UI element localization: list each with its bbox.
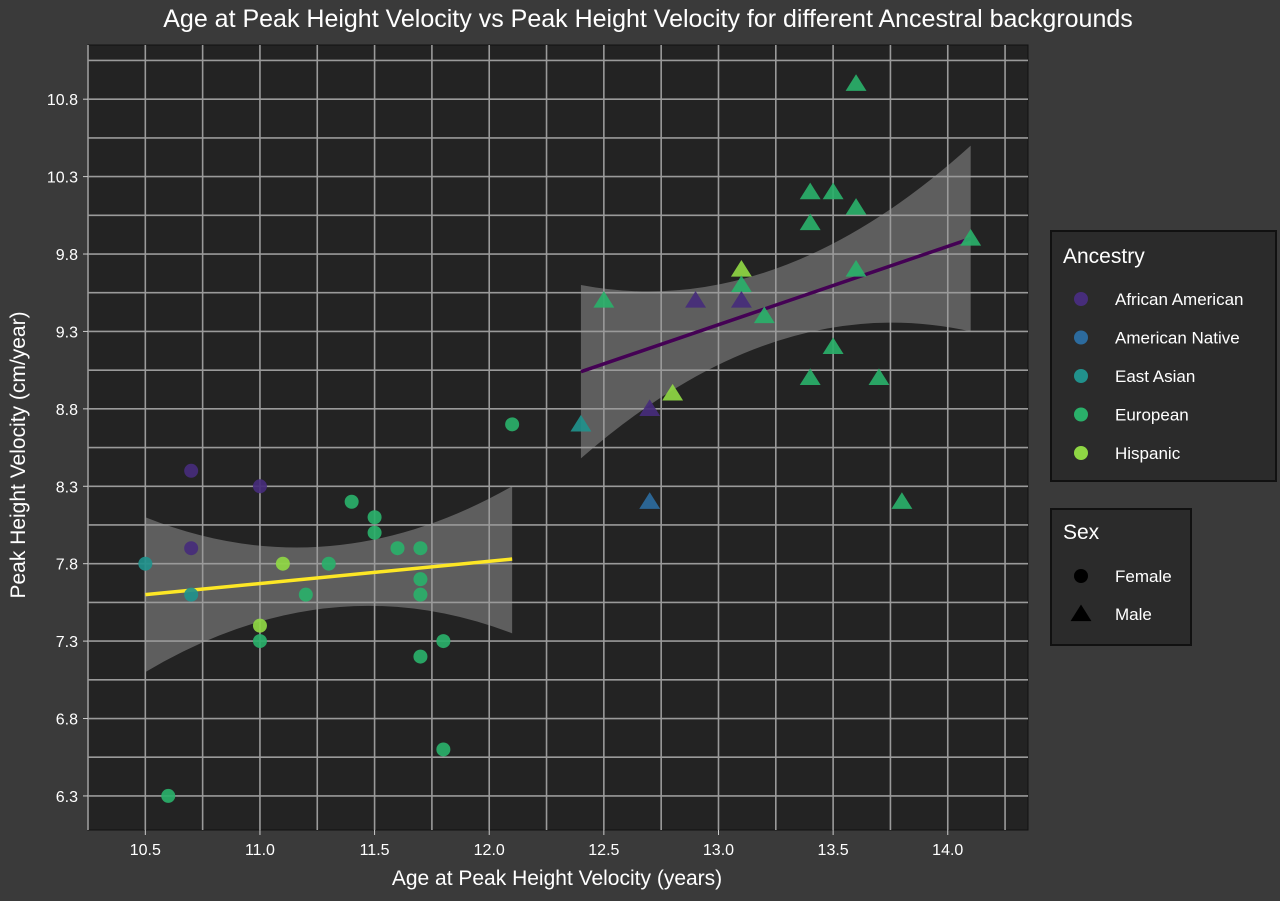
data-point-female bbox=[252, 479, 267, 494]
data-point-male bbox=[799, 368, 821, 386]
legend-label: Female bbox=[1115, 567, 1172, 586]
legend-key-american-native bbox=[1074, 330, 1088, 345]
data-point-male bbox=[639, 399, 661, 416]
x-tick-label: 11.0 bbox=[245, 842, 275, 859]
data-point-female bbox=[436, 742, 451, 757]
x-tick-label: 11.5 bbox=[360, 842, 390, 859]
data-point-female bbox=[252, 634, 267, 649]
data-point-female bbox=[275, 556, 290, 571]
y-tick-label: 9.8 bbox=[56, 247, 78, 264]
data-point-male bbox=[822, 337, 844, 355]
data-point-male bbox=[845, 74, 867, 91]
x-tick-label: 12.0 bbox=[474, 842, 505, 859]
legend-label: Male bbox=[1115, 605, 1152, 624]
chart-title: Age at Peak Height Velocity vs Peak Heig… bbox=[163, 5, 1133, 33]
data-point-male bbox=[868, 368, 890, 386]
data-point-female bbox=[138, 556, 153, 571]
data-point-male bbox=[685, 290, 707, 308]
legend-ancestry-title: Ancestry bbox=[1063, 245, 1145, 268]
plot-panel bbox=[87, 44, 1029, 831]
legend-ancestry: Ancestry African American American Native… bbox=[1050, 230, 1277, 482]
data-point-female bbox=[413, 587, 428, 602]
data-point-male bbox=[845, 260, 867, 277]
x-tick-label: 13.5 bbox=[818, 842, 849, 859]
data-point-female bbox=[252, 618, 267, 633]
x-tick-label: 12.5 bbox=[588, 842, 619, 859]
data-point-male bbox=[799, 182, 821, 200]
legend-key-hispanic bbox=[1074, 446, 1088, 460]
fit-line-male bbox=[580, 236, 972, 374]
data-point-male bbox=[593, 290, 615, 308]
data-point-female bbox=[367, 525, 382, 540]
y-tick-label: 10.3 bbox=[47, 170, 78, 187]
data-point-male bbox=[662, 383, 684, 401]
x-axis-title: Age at Peak Height Velocity (years) bbox=[392, 867, 722, 890]
confidence-ribbon-male bbox=[580, 145, 971, 459]
data-point-female bbox=[505, 417, 520, 432]
data-point-female bbox=[367, 510, 382, 525]
data-point-female bbox=[413, 649, 428, 664]
data-point-male bbox=[891, 492, 913, 509]
y-tick-label: 10.8 bbox=[47, 92, 78, 109]
data-point-female bbox=[298, 587, 313, 602]
legend-key-male bbox=[1070, 604, 1092, 622]
y-tick-label: 6.8 bbox=[56, 712, 78, 729]
legend-label: American Native bbox=[1115, 329, 1240, 348]
legend-label: African American bbox=[1115, 290, 1244, 309]
data-points bbox=[138, 74, 982, 803]
legend-key-european bbox=[1074, 407, 1088, 422]
data-point-male bbox=[730, 290, 752, 308]
legend-sex-items: Female Male bbox=[1070, 567, 1172, 624]
data-point-female bbox=[413, 572, 428, 587]
fit-lines bbox=[145, 236, 972, 597]
data-point-female bbox=[161, 788, 176, 803]
confidence-ribbons bbox=[145, 145, 971, 673]
data-point-female bbox=[184, 463, 199, 478]
legend-key-african-american bbox=[1074, 292, 1088, 306]
data-point-male bbox=[753, 306, 775, 324]
x-tick-label: 13.0 bbox=[703, 842, 734, 859]
x-tick-label: 10.5 bbox=[130, 842, 161, 859]
data-point-male bbox=[960, 229, 982, 246]
data-point-male bbox=[845, 198, 867, 215]
legend-ancestry-items: African American American Native East Asia… bbox=[1074, 290, 1244, 463]
y-tick-label: 7.8 bbox=[56, 557, 78, 574]
confidence-ribbon-female bbox=[145, 486, 513, 673]
y-tick-label: 6.3 bbox=[56, 789, 78, 806]
data-point-female bbox=[413, 541, 428, 556]
data-point-male bbox=[639, 492, 661, 509]
legend-sex-title: Sex bbox=[1063, 521, 1100, 544]
legend-ancestry-box bbox=[1050, 230, 1277, 482]
legend-key-female bbox=[1074, 569, 1088, 583]
y-tick-label: 8.3 bbox=[56, 479, 78, 496]
legend-key-east-asian bbox=[1074, 369, 1088, 383]
legend-sex: Sex Female Male bbox=[1050, 508, 1192, 646]
y-tick-label: 9.3 bbox=[56, 324, 78, 341]
data-point-female bbox=[344, 494, 359, 509]
x-tick-label: 14.0 bbox=[932, 842, 963, 859]
data-point-female bbox=[184, 541, 199, 556]
y-axis-title: Peak Height Velocity (cm/year) bbox=[7, 311, 30, 598]
data-point-male bbox=[730, 275, 752, 293]
x-axis-ticks: 10.5 11.0 11.5 12.0 12.5 13.0 13.5 14.0 bbox=[130, 830, 963, 859]
data-point-female bbox=[390, 541, 405, 556]
data-point-female bbox=[321, 556, 336, 571]
data-point-female bbox=[436, 634, 451, 649]
data-point-male bbox=[570, 414, 592, 432]
data-point-female bbox=[184, 587, 199, 602]
data-point-male bbox=[799, 213, 821, 231]
y-tick-label: 7.3 bbox=[56, 634, 78, 651]
y-tick-label: 8.8 bbox=[56, 402, 78, 419]
fit-line-female bbox=[145, 557, 513, 597]
legend-label: East Asian bbox=[1115, 367, 1195, 386]
data-point-male bbox=[730, 260, 752, 277]
legend-label: Hispanic bbox=[1115, 444, 1181, 463]
data-point-male bbox=[822, 182, 844, 200]
y-axis-ticks: 6.3 6.8 7.3 7.8 8.3 8.8 9.3 9.8 10.3 10.8 bbox=[47, 92, 88, 806]
legend-label: European bbox=[1115, 406, 1189, 425]
